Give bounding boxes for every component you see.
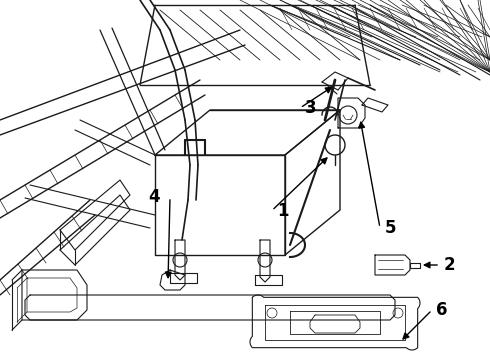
Text: 2: 2 (444, 256, 456, 274)
Text: 5: 5 (385, 219, 396, 237)
Text: 1: 1 (277, 202, 288, 220)
Text: 4: 4 (148, 188, 160, 206)
Text: 3: 3 (305, 99, 317, 117)
Text: 6: 6 (436, 301, 447, 319)
